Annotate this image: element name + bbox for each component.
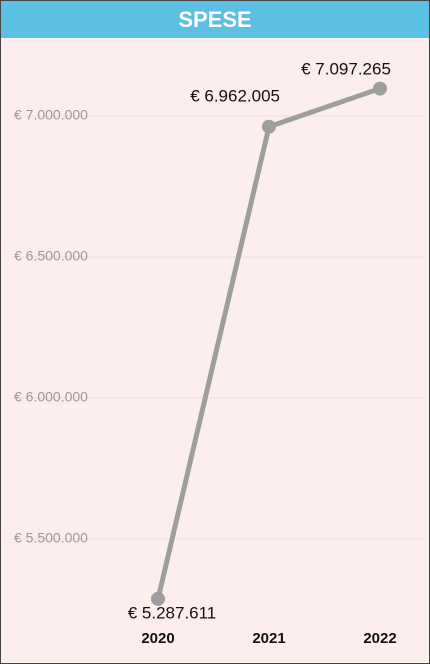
x-tick-label: 2022 [363, 630, 396, 647]
point [262, 119, 276, 134]
value-label: € 5.287.611 [128, 603, 217, 622]
y-tick-label: € 6.000.000 [14, 389, 88, 405]
point [373, 81, 387, 96]
y-tick-label: € 7.000.000 [14, 107, 88, 123]
point [151, 591, 165, 606]
chart-title: SPESE [178, 7, 251, 32]
value-label: € 7.097.265 [301, 59, 391, 78]
x-tick-label: 2020 [141, 630, 174, 647]
value-label: € 6.962.005 [190, 86, 280, 105]
header-bar [1, 1, 429, 38]
y-tick-label: € 5.500.000 [14, 530, 88, 546]
x-tick-label: 2021 [252, 630, 285, 647]
y-tick-label: € 6.500.000 [14, 248, 88, 264]
